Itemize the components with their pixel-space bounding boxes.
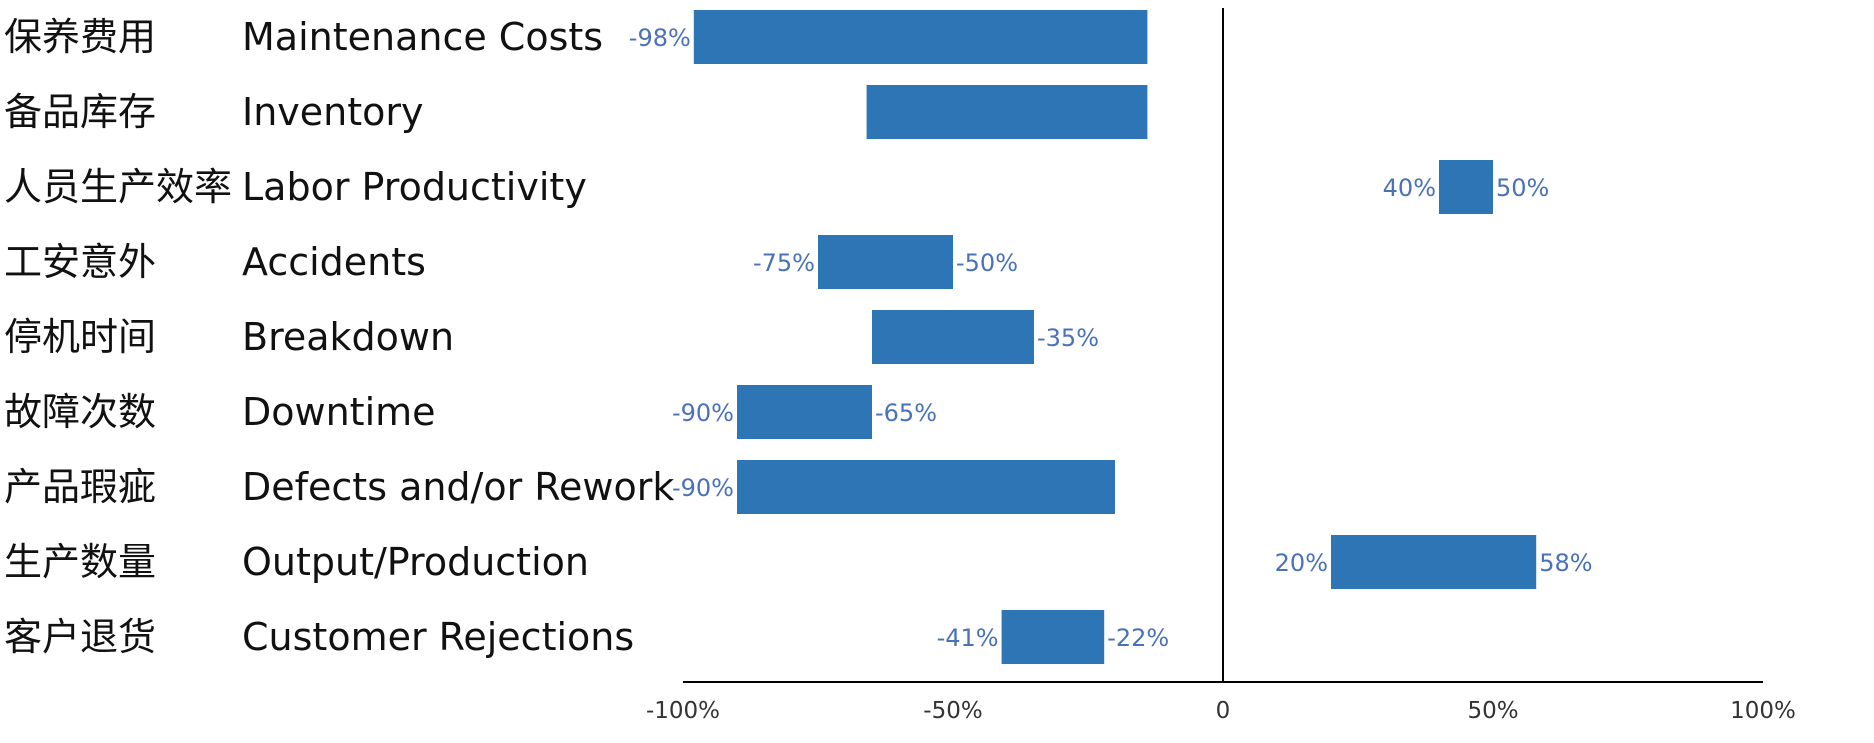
category-label-zh: 产品瑕疵: [4, 465, 156, 509]
category-label-zh: 停机时间: [4, 315, 156, 359]
category-label-zh: 备品库存: [4, 90, 156, 134]
data-label-end: -65%: [875, 399, 937, 427]
category-label-en: Downtime: [242, 390, 436, 434]
x-tick-label: 0: [1216, 698, 1231, 724]
bar: [866, 85, 1148, 139]
bar: [1001, 610, 1105, 664]
data-label-start: -75%: [753, 249, 815, 277]
category-label-zh: 生产数量: [4, 540, 156, 584]
bars: [693, 10, 1537, 664]
bar: [1331, 535, 1537, 589]
x-tick-label: 100%: [1730, 698, 1796, 724]
data-labels: -98% 40% 50% -75% -50% -35% -90% -65% -90% 20% 58%…: [629, 24, 1593, 652]
bar: [818, 235, 953, 289]
bar: [693, 10, 1148, 64]
data-label-end: 50%: [1496, 174, 1549, 202]
bar: [1439, 160, 1493, 214]
category-labels: 保养费用 Maintenance Costs 备品库存 Inventory人员生产效率…: [4, 15, 674, 659]
x-tick-labels: -100% -50% 0 50% 100%: [646, 698, 1796, 724]
category-label-en: Defects and/or Rework: [242, 465, 674, 509]
data-label-end: -22%: [1107, 624, 1169, 652]
data-label-start: -98%: [629, 24, 691, 52]
category-label-en: Accidents: [242, 240, 426, 284]
data-label-start: 40%: [1383, 174, 1436, 202]
category-label-en: Customer Rejections: [242, 615, 634, 659]
data-label-end: 58%: [1539, 549, 1592, 577]
bar: [872, 310, 1034, 364]
category-label-zh: 故障次数: [4, 390, 156, 434]
category-label-en: Breakdown: [242, 315, 454, 359]
category-label-en: Output/Production: [242, 540, 589, 584]
data-label-end: -35%: [1037, 324, 1099, 352]
data-label-start: -90%: [672, 474, 734, 502]
bar: [737, 385, 872, 439]
axes: [683, 8, 1763, 683]
data-label-start: -41%: [937, 624, 999, 652]
data-label-end: -50%: [956, 249, 1018, 277]
x-tick-label: -50%: [923, 698, 982, 724]
category-label-en: Inventory: [242, 90, 424, 134]
category-label-zh: 人员生产效率: [4, 165, 232, 209]
category-label-en: Maintenance Costs: [242, 15, 603, 59]
category-label-zh: 客户退货: [4, 615, 156, 659]
data-label-start: -90%: [672, 399, 734, 427]
category-label-en: Labor Productivity: [242, 165, 587, 209]
bar: [737, 460, 1115, 514]
x-tick-label: -100%: [646, 698, 720, 724]
x-tick-label: 50%: [1467, 698, 1518, 724]
category-label-zh: 保养费用: [4, 15, 156, 59]
data-label-start: 20%: [1275, 549, 1328, 577]
category-label-zh: 工安意外: [4, 240, 156, 284]
